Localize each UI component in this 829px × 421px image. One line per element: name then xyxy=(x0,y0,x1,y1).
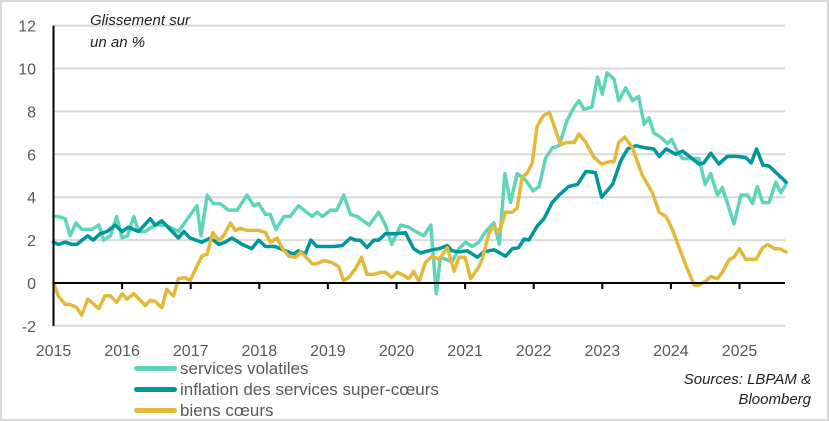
x-tick-label: 2025 xyxy=(722,343,758,360)
series-line-1 xyxy=(51,143,788,260)
y-tick-label: 12 xyxy=(18,19,36,36)
x-tick-label: 2016 xyxy=(104,343,140,360)
y-tick-label: 0 xyxy=(27,276,36,293)
y-tick-label: 8 xyxy=(27,104,36,121)
y-unit-line1: Glissement sur xyxy=(90,12,191,29)
y-tick-label: -2 xyxy=(22,319,36,336)
legend-swatch xyxy=(134,387,177,392)
x-tick-label: 2022 xyxy=(516,343,552,360)
legend-swatch xyxy=(134,366,177,371)
y-tick-label: 6 xyxy=(27,147,36,164)
source-note: Sources: LBPAM & Bloomberg xyxy=(684,370,811,410)
y-tick-label: 10 xyxy=(18,62,36,79)
source-line1: Sources: LBPAM & xyxy=(683,371,811,388)
x-tick-label: 2017 xyxy=(173,343,209,360)
source-line2: Bloomberg xyxy=(738,391,811,408)
x-tick-label: 2020 xyxy=(379,343,415,360)
legend-label: biens cœurs xyxy=(180,400,274,420)
y-tick-label: 2 xyxy=(27,233,36,250)
y-tick-label: 4 xyxy=(27,190,36,207)
x-tick-label: 2019 xyxy=(310,343,346,360)
legend-label: inflation des services super-cœurs xyxy=(180,379,439,399)
x-tick-label: 2015 xyxy=(36,343,72,360)
series-line-2 xyxy=(51,110,788,317)
legend-item-biens-coeurs: biens cœurs xyxy=(134,400,439,420)
legend-item-super-coeurs: inflation des services super-cœurs xyxy=(134,379,439,400)
x-tick-label: 2023 xyxy=(585,343,621,360)
legend-item-services-volatiles: services volatiles xyxy=(134,358,439,379)
y-unit-line2: un an % xyxy=(90,34,146,51)
series-line-0 xyxy=(51,71,788,296)
x-tick-label: 2021 xyxy=(447,343,483,360)
y-unit-label: Glissement sur un an % xyxy=(90,10,190,54)
legend: services volatiles inflation des service… xyxy=(134,358,439,420)
x-tick-label: 2024 xyxy=(653,343,689,360)
x-tick-label: 2018 xyxy=(242,343,278,360)
legend-label: services volatiles xyxy=(180,358,309,378)
legend-swatch xyxy=(134,408,177,413)
